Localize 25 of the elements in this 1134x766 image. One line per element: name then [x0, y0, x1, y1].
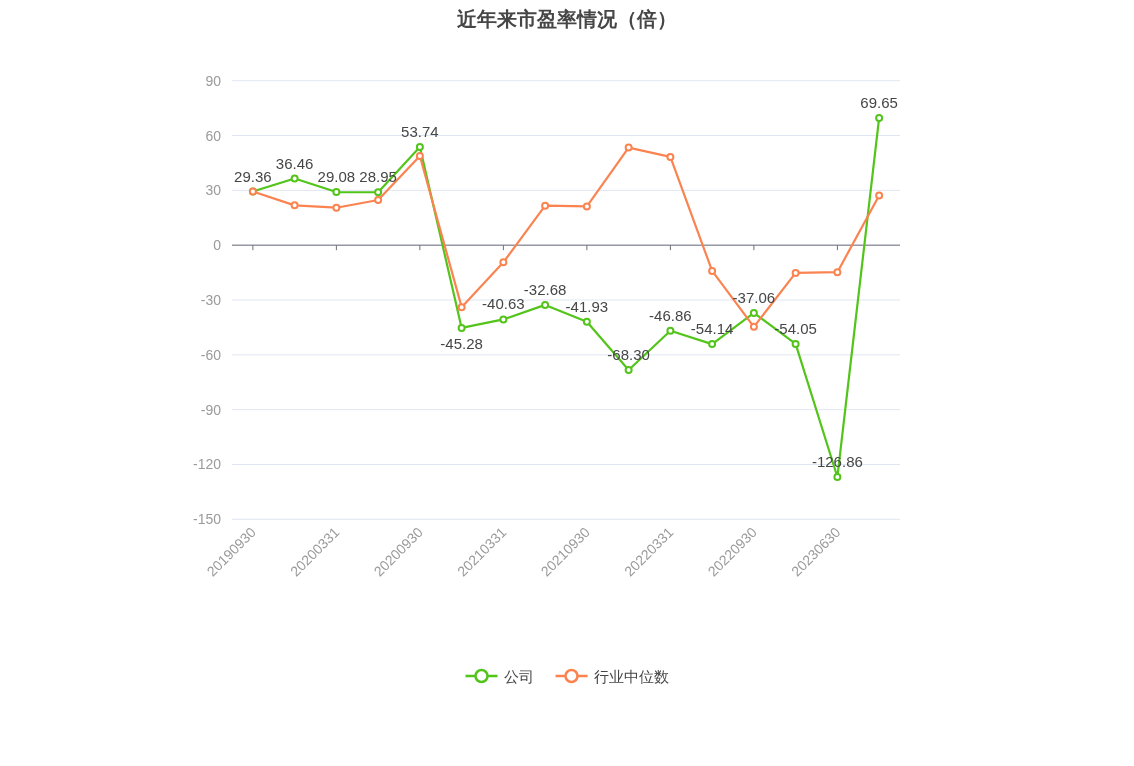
y-tick-label: 30	[205, 182, 221, 199]
data-label: 29.08	[317, 168, 356, 186]
data-label: -54.14	[690, 320, 734, 338]
y-tick-label: -30	[200, 292, 221, 308]
legend-label: 公司	[503, 667, 534, 685]
y-tick-label: -120	[192, 456, 221, 473]
data-label: -37.06	[732, 288, 776, 306]
data-label: -41.93	[565, 297, 609, 315]
data-label: 53.74	[401, 122, 439, 140]
data-label: -46.86	[649, 306, 692, 324]
legend-label: 行业中位数	[593, 667, 669, 685]
data-label: -40.63	[482, 295, 525, 313]
title: 近年来市盈率情况（倍）	[457, 8, 677, 30]
y-tick-label: -150	[192, 511, 221, 528]
data-label: 36.46	[275, 154, 314, 172]
data-label: -32.68	[523, 280, 567, 298]
data-label: -54.05	[774, 319, 817, 337]
y-tick-label: 0	[213, 237, 221, 254]
y-tick-label: -60	[200, 346, 221, 363]
y-tick-label: -90	[200, 401, 221, 418]
y-tick-label: 90	[205, 72, 221, 89]
data-label: 29.36	[234, 167, 272, 185]
data-label: 69.65	[860, 93, 898, 111]
y-tick-label: 60	[205, 127, 221, 144]
data-label: -45.28	[440, 334, 483, 352]
